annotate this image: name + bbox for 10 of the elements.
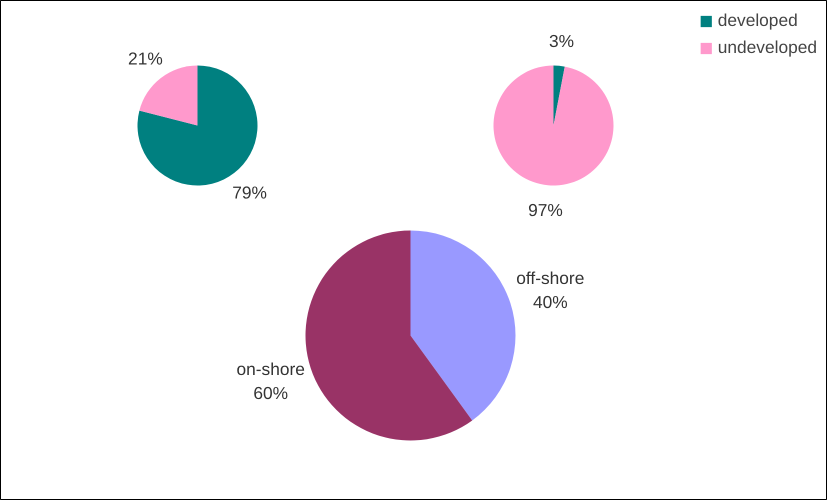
legend-label: developed: [718, 10, 798, 31]
data-label: 79%: [232, 182, 267, 203]
data-label: 97%: [528, 200, 563, 220]
data-label: 40%: [532, 292, 568, 312]
slice-label: off-shore: [516, 268, 584, 288]
slice-label: on-shore: [236, 358, 305, 379]
data-label: 60%: [253, 382, 288, 403]
data-label: 3%: [548, 30, 574, 51]
data-label: 21%: [128, 48, 163, 68]
legend-label: undeveloped: [718, 37, 817, 58]
